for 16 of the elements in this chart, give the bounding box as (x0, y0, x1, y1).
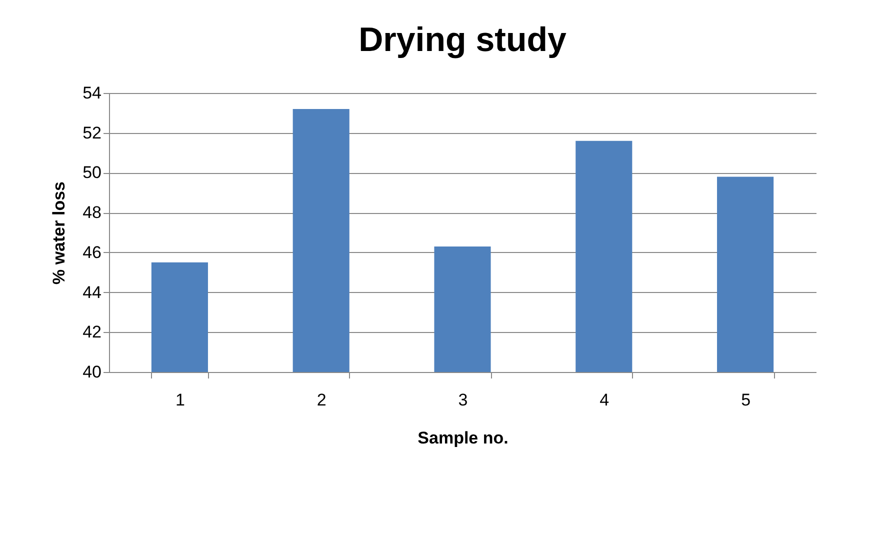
x-tick-label: 1 (175, 390, 185, 410)
y-tick-label: 52 (82, 123, 102, 142)
y-tick-label: 48 (82, 203, 102, 222)
y-tick-label: 54 (82, 84, 102, 102)
y-tick-label: 40 (82, 362, 102, 382)
y-tick-label: 50 (82, 163, 102, 182)
x-axis-title: Sample no. (418, 428, 508, 448)
y-axis-title: % water loss (50, 182, 69, 284)
y-tick-label: 42 (82, 322, 102, 342)
y-tick-label: 44 (82, 282, 102, 302)
x-tick-label: 3 (458, 390, 468, 410)
x-tick-label: 2 (316, 390, 326, 410)
x-tick-label: 4 (600, 390, 610, 410)
y-tick-label: 46 (82, 242, 102, 262)
chart-title: Drying study (358, 21, 566, 59)
x-tick-label: 5 (741, 390, 751, 410)
